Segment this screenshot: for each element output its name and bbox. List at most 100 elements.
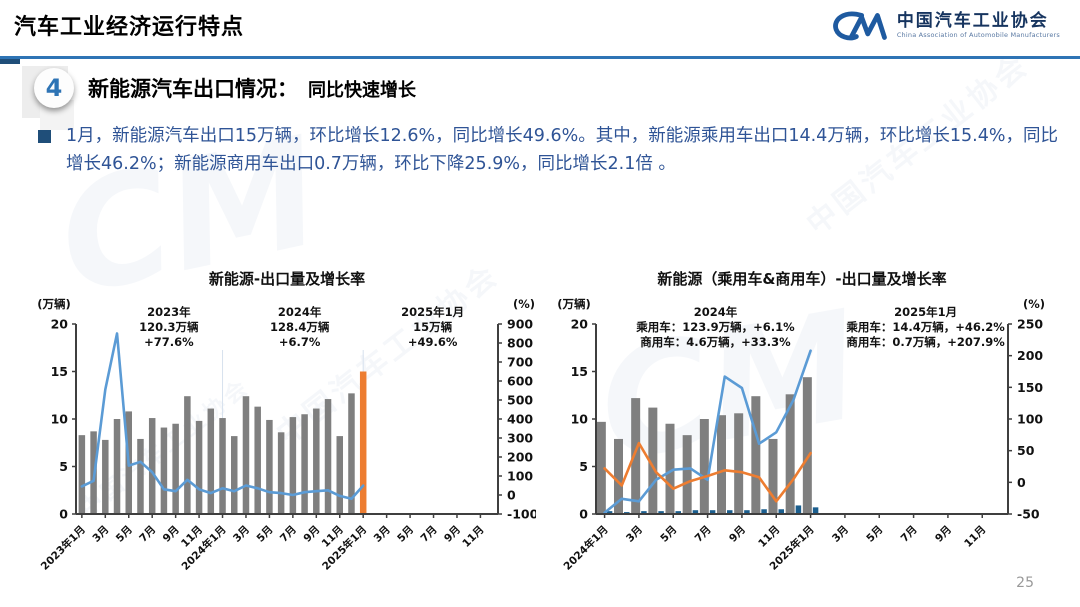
bar <box>812 507 819 514</box>
bar <box>614 438 623 514</box>
y-tick-right: -100 <box>507 507 536 522</box>
y-tick-left: 5 <box>579 459 588 474</box>
bar <box>242 396 250 514</box>
y-tick-right: 400 <box>507 412 533 427</box>
bullet-item: 1月，新能源汽车出口15万辆，环比增长12.6%，同比增长49.6%。其中，新能… <box>38 122 1058 178</box>
y-tick-right: 150 <box>1017 380 1043 395</box>
x-tick-label: 7月 <box>137 524 158 545</box>
bar <box>727 510 733 514</box>
bar <box>734 413 744 514</box>
x-tick-label: 3月 <box>624 524 645 545</box>
y-tick-left: 10 <box>571 412 589 427</box>
title-rule <box>0 56 1080 59</box>
chart-pv-cv-exports: 新能源（乘用车&商用车）-出口量及增长率 (万辆) (%) 0 5 10 15 20 250 20… <box>556 266 1072 588</box>
y-tick-right: 700 <box>507 355 533 370</box>
annotation-line: +77.6% <box>144 335 194 349</box>
annotation-line: +49.6% <box>408 335 458 349</box>
bar <box>751 396 761 514</box>
x-tick-label: 11月 <box>756 524 782 550</box>
bar <box>277 432 285 514</box>
annotation-line: 2025年1月 <box>401 305 464 319</box>
bars <box>596 377 819 514</box>
bar <box>606 511 613 514</box>
y-tick-right: 50 <box>1017 443 1035 458</box>
annotation-line: 128.4万辆 <box>270 320 330 334</box>
bullet-text: 1月，新能源汽车出口15万辆，环比增长12.6%，同比增长49.6%。其中，新能… <box>66 126 1058 174</box>
y-tick-right: 100 <box>507 469 533 484</box>
x-tick-label: 5月 <box>864 524 885 545</box>
bar <box>266 419 273 514</box>
y-tick-right: 0 <box>507 488 516 503</box>
bar <box>207 408 215 514</box>
bar <box>709 510 716 514</box>
y-tick-right: 900 <box>507 317 533 332</box>
x-tick-label: 7月 <box>693 524 714 545</box>
bar <box>137 438 144 514</box>
y-tick-left: 10 <box>51 412 69 427</box>
y-tick-right: 600 <box>507 374 533 389</box>
x-tick-label: 3月 <box>830 524 851 545</box>
y-tick-right: 250 <box>1017 317 1043 332</box>
bar <box>778 509 784 514</box>
growth-line <box>603 349 812 514</box>
x-tick-label: 5月 <box>395 524 416 545</box>
y-tick-left: 20 <box>51 317 69 332</box>
bar <box>219 418 226 514</box>
y-tick-right: 200 <box>507 450 533 465</box>
bar <box>785 394 795 514</box>
bar <box>113 419 121 514</box>
y-tick-right: 200 <box>1017 348 1043 363</box>
bar <box>802 377 812 514</box>
x-tick-label: 11月 <box>460 524 486 550</box>
bar <box>313 408 320 514</box>
growth-line <box>603 441 812 503</box>
bar <box>78 435 86 514</box>
annotation-line: 120.3万辆 <box>139 320 199 334</box>
bar <box>682 435 692 514</box>
x-tick-label: 7月 <box>278 524 299 545</box>
x-tick-label: 2023年1月 <box>38 523 88 573</box>
chart-pv-cv-exports-svg: 新能源（乘用车&商用车）-出口量及增长率 (万辆) (%) 0 5 10 15 20 250 20… <box>557 270 1045 573</box>
y-tick-left: 0 <box>59 507 68 522</box>
x-tick-label: 3月 <box>372 524 393 545</box>
bar <box>195 420 203 514</box>
x-tick-label: 9月 <box>727 524 748 545</box>
y-tick-left: 15 <box>571 364 588 379</box>
x-tick-label: 9月 <box>933 524 954 545</box>
y-axis-left-unit: (万辆) <box>557 297 591 311</box>
bar <box>184 396 191 514</box>
bar <box>172 423 179 514</box>
section-heading: 新能源汽车出口情况： <box>88 77 298 101</box>
cm-logo-icon <box>832 11 887 41</box>
y-tick-right: -50 <box>1017 507 1040 522</box>
section-subheading: 同比快速增长 <box>308 80 416 101</box>
y-axis-right-unit: (%) <box>1023 297 1045 311</box>
bar <box>359 371 367 514</box>
bar <box>648 407 658 514</box>
bar <box>254 406 261 514</box>
annotation-line: 商用车：4.6万辆，+33.3% <box>640 335 791 349</box>
bar <box>699 419 709 514</box>
org-name-en: China Association of Automobile Manufact… <box>896 31 1060 40</box>
bar <box>717 415 726 514</box>
x-tick-label: 11月 <box>962 524 988 550</box>
y-tick-right: 300 <box>507 431 533 446</box>
annotation-line: +6.7% <box>279 335 321 349</box>
section-number-badge: 4 <box>34 68 74 108</box>
y-tick-left: 20 <box>571 317 589 332</box>
annotation-line: 乘用车：123.9万辆，+6.1% <box>635 320 795 334</box>
title-rule-stub <box>0 59 20 64</box>
page-number: 25 <box>1016 575 1034 591</box>
x-tick-label: 3月 <box>90 524 111 545</box>
bar <box>231 436 238 514</box>
bar <box>744 510 750 514</box>
bar <box>160 427 168 514</box>
annotation-line: 2024年 <box>278 305 322 319</box>
bar <box>658 511 664 514</box>
bar <box>148 418 156 514</box>
chart-title: 新能源（乘用车&商用车）-出口量及增长率 <box>657 270 946 288</box>
caam-logo: 中国汽车工业协会 China Association of Automobile… <box>830 7 1060 45</box>
bar <box>301 414 308 514</box>
page-title: 汽车工业经济运行特点 <box>14 15 245 40</box>
